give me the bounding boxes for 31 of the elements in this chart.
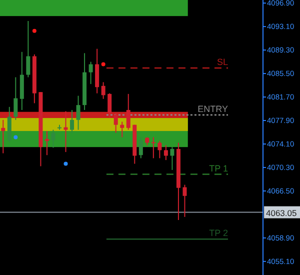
ref-line-label: 4063.05: [266, 208, 297, 218]
candlestick: [126, 93, 130, 130]
candlestick: [120, 121, 124, 138]
candlestick: [164, 144, 168, 161]
candlestick: [14, 76, 18, 120]
candlestick: [70, 110, 74, 134]
point: [32, 28, 36, 33]
candlestick: [114, 112, 118, 134]
point: [64, 162, 68, 166]
candlestick: [170, 146, 174, 170]
candlestick: [182, 184, 187, 218]
candlestick: [64, 110, 68, 153]
candlestick: [138, 136, 143, 159]
ref-line-label: SL: [216, 56, 228, 67]
candlestick: [158, 140, 162, 159]
candlestick: [88, 61, 93, 85]
candlestick: [151, 136, 156, 159]
candlestick: [51, 129, 56, 148]
ref-line-label: ENTRY: [198, 104, 228, 114]
candlestick: [44, 130, 49, 156]
ref-line-label: TP 2: [209, 228, 228, 238]
ref-line-label: TP 1: [209, 163, 228, 174]
candlestick: [1, 119, 6, 154]
point: [101, 62, 106, 66]
point: [14, 135, 18, 140]
candlestick: [108, 92, 112, 119]
candlestick: [26, 20, 30, 78]
candlestick: [76, 95, 80, 130]
candlestick: [101, 82, 106, 100]
candlestick: [7, 106, 12, 143]
candlestick: [95, 48, 100, 94]
